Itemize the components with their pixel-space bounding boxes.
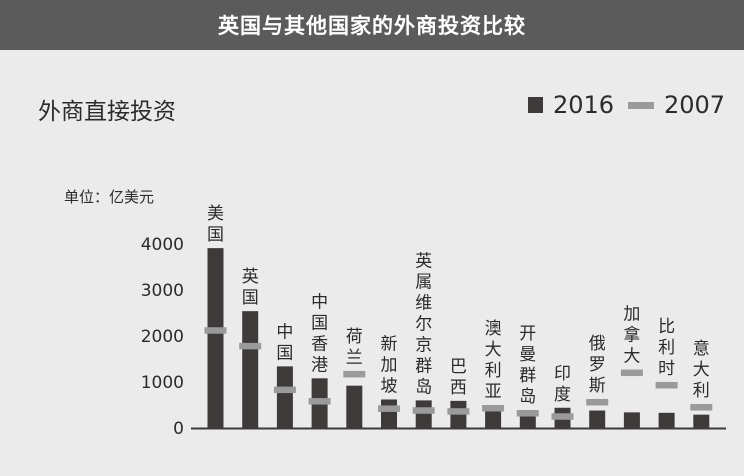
y-tick-label-1000: 1000	[141, 373, 184, 393]
category-label-2: 中国	[276, 322, 293, 363]
bar-2016-2	[276, 366, 293, 428]
marker-2007-7	[447, 408, 470, 415]
category-label-10: 印度	[554, 364, 571, 405]
y-tick-label-0: 0	[173, 419, 184, 439]
legend-item-2007: 2007	[628, 91, 725, 119]
marker-2007-5	[378, 405, 400, 412]
category-label-6: 英属维尔京群岛	[415, 251, 432, 397]
category-label-14: 意大利	[693, 339, 710, 401]
bar-2016-12	[623, 412, 640, 428]
marker-2007-4	[343, 370, 366, 378]
marker-2007-10	[551, 413, 574, 420]
category-label-1: 英国	[242, 267, 259, 308]
legend-label-2007: 2007	[664, 91, 726, 119]
marker-2007-8	[482, 404, 505, 412]
legend-label-2016: 2016	[553, 91, 615, 119]
marker-2007-6	[412, 407, 435, 414]
category-label-7: 巴西	[450, 357, 467, 398]
category-label-3: 中国香港	[311, 292, 328, 375]
marker-2007-9	[516, 410, 539, 417]
y-tick-label-2000: 2000	[141, 327, 184, 347]
category-label-9: 开曼群岛	[519, 324, 536, 407]
bar-2016-1	[242, 311, 259, 428]
bar-2016-0	[207, 248, 224, 428]
marker-2007-11	[586, 398, 609, 406]
y-axis-unit-label: 单位：亿美元	[64, 188, 155, 206]
category-label-11: 俄罗斯	[589, 334, 606, 396]
marker-2007-2	[273, 386, 296, 394]
bar-2016-13	[658, 412, 675, 428]
bar-2016-11	[589, 410, 606, 428]
bar-2016-6	[415, 400, 432, 428]
category-label-0: 美国	[207, 204, 224, 245]
marker-2007-14	[690, 404, 713, 411]
chart-header-title: 英国与其他国家的外商投资比较	[0, 0, 744, 50]
category-label-5: 新加坡	[381, 334, 398, 396]
chart-title: 外商直接投资	[38, 99, 176, 125]
marker-2007-3	[308, 398, 331, 405]
category-label-4: 荷兰	[346, 327, 363, 368]
marker-2007-0	[204, 327, 227, 334]
marker-2007-1	[239, 342, 262, 350]
y-tick-label-4000: 4000	[141, 235, 184, 255]
bar-2016-4	[346, 385, 363, 428]
category-label-8: 澳大利亚	[485, 319, 502, 402]
bar-2016-5	[381, 399, 397, 428]
y-tick-label-3000: 3000	[141, 281, 184, 301]
category-label-12: 加拿大	[623, 305, 640, 367]
legend-swatch-2016	[528, 97, 543, 113]
legend-swatch-2007	[628, 101, 654, 109]
legend-item-2016: 2016	[528, 91, 614, 119]
category-label-13: 比利时	[658, 317, 675, 379]
marker-2007-12	[620, 369, 643, 377]
marker-2007-13	[655, 381, 678, 389]
bar-2016-14	[693, 414, 710, 428]
